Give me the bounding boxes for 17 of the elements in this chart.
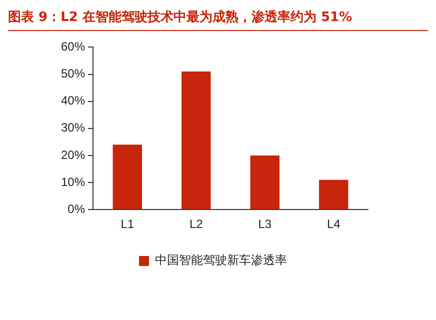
bar [182, 72, 211, 210]
y-tick-label: 40% [60, 94, 86, 108]
legend-label: 中国智能驾驶新车渗透率 [155, 253, 287, 268]
bar [112, 144, 142, 210]
x-tick-label: L3 [258, 217, 272, 232]
bar [319, 180, 348, 210]
y-tick-label: 30% [60, 120, 86, 135]
x-tick-label: L2 [189, 217, 204, 232]
y-tick-label: 50% [60, 66, 86, 81]
x-tick-label: L1 [120, 217, 134, 232]
y-tick-label: 10% [60, 174, 86, 189]
y-tick-label: 60% [60, 40, 86, 54]
bar [250, 155, 280, 210]
y-tick-label: 20% [60, 148, 86, 162]
chart-title: 图表 9：L2 在智能驾驶技术中最为成熟，渗透率约为 51% [8, 8, 428, 31]
y-tick-label: 0% [68, 202, 86, 216]
x-tick-label: L4 [326, 217, 341, 232]
